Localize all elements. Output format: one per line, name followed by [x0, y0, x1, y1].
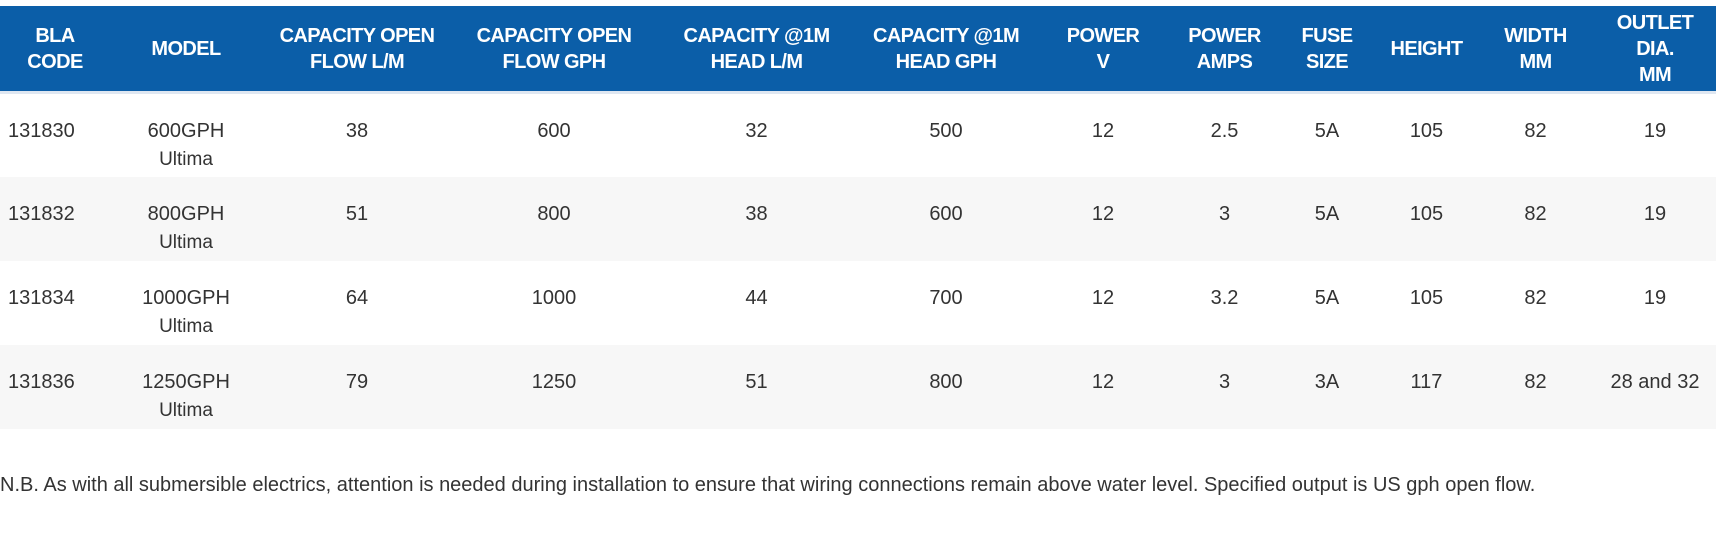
table-body: 131830 600GPH Ultima 38 600 32 500 12 2.5 5A 105 82…	[0, 93, 1716, 429]
cell: 3	[1171, 176, 1278, 261]
cell: 3	[1171, 344, 1278, 429]
header-text: HEAD GPH	[895, 50, 997, 73]
cell: 117	[1376, 344, 1477, 429]
cell: 82	[1524, 120, 1547, 142]
cell: 3.2	[1210, 286, 1239, 309]
header-text: CAPACITY OPEN	[476, 24, 632, 47]
header-text: BLA	[35, 24, 75, 47]
cell: 82	[1477, 176, 1594, 261]
spec-table: BLA CODE MODEL CAPACITY OPEN FLOW L/M CAPACIT…	[0, 6, 1716, 429]
header-text: CAPACITY @1M	[872, 24, 1020, 47]
cell-text: 1000GPH	[142, 286, 230, 309]
cell: 1000	[531, 286, 577, 309]
header-text: SIZE	[1305, 50, 1349, 73]
cell: 105	[1376, 176, 1477, 261]
cell: 1000GPH Ultima	[110, 261, 262, 345]
cell: 105	[1409, 120, 1444, 142]
cell: 12	[1035, 176, 1171, 261]
header-row: BLA CODE MODEL CAPACITY OPEN FLOW L/M CAPACIT…	[0, 6, 1716, 94]
cell: 38	[656, 176, 857, 261]
header-cell: CAPACITY OPEN FLOW GPH	[452, 6, 656, 94]
cell-text: 1250GPH	[142, 370, 230, 393]
cell: 28 and 32	[1594, 344, 1716, 429]
header-cell: BLA CODE	[0, 6, 110, 94]
cell: 131834	[8, 286, 75, 309]
cell: 5A	[1278, 176, 1376, 261]
cell: 800GPH Ultima	[110, 176, 262, 261]
cell-text: Ultima	[159, 231, 213, 253]
table-row: 131830 600GPH Ultima 38 600 32 500 12 2.5 5A 105 82…	[0, 93, 1716, 177]
cell: 12	[1091, 286, 1115, 309]
note: N.B. As with all submersible electrics, …	[0, 474, 1536, 496]
cell: 19	[1594, 176, 1716, 261]
cell: 800	[452, 176, 656, 261]
cell: 44	[745, 286, 768, 309]
cell: 19	[1643, 286, 1667, 309]
cell: 5A	[1314, 120, 1340, 142]
cell: 2.5	[1210, 120, 1239, 142]
table-row: 131832 800GPH Ultima 51 800 38 600 12 3 5A 105 82 19	[0, 176, 1716, 261]
cell-text: Ultima	[159, 315, 213, 337]
header-text: FLOW L/M	[309, 50, 405, 73]
cell: 19	[1643, 120, 1667, 142]
header-cell: CAPACITY @1M HEAD L/M	[656, 6, 857, 94]
cell: 1250GPH Ultima	[110, 344, 262, 429]
cell-text: 600GPH	[147, 120, 225, 142]
cell: 38	[345, 120, 369, 142]
cell: 12	[1035, 344, 1171, 429]
cell: 3A	[1278, 344, 1376, 429]
cell: 131832	[0, 176, 110, 261]
cell: 32	[745, 120, 768, 142]
header-text: WIDTH	[1504, 24, 1567, 47]
header-cell: HEIGHT	[1376, 6, 1477, 94]
header-text: AMPS	[1196, 50, 1253, 73]
cell: 600	[537, 120, 571, 142]
header-text: V	[1096, 50, 1110, 73]
header-text: CAPACITY @1M	[683, 24, 830, 47]
header-text: MM	[1638, 63, 1672, 86]
cell: 800	[857, 344, 1035, 429]
cell: 51	[656, 344, 857, 429]
header-text: POWER	[1188, 24, 1261, 47]
cell: 500	[929, 120, 963, 142]
cell: 64	[345, 286, 369, 309]
cell-text: Ultima	[159, 149, 213, 170]
cell: 1250	[452, 344, 656, 429]
cell: 700	[929, 286, 963, 309]
header-text: HEAD L/M	[710, 50, 803, 73]
header-text: CODE	[27, 50, 83, 73]
header-text: FLOW GPH	[502, 50, 607, 73]
header-text: MODEL	[151, 37, 221, 60]
cell: 82	[1477, 344, 1594, 429]
cell: 12	[1091, 120, 1115, 142]
header-cell: WIDTH MM	[1477, 6, 1594, 94]
header-cell: MODEL	[110, 6, 262, 94]
header-cell: POWER V	[1035, 6, 1171, 94]
header-text: OUTLET DIA.	[1616, 11, 1694, 60]
cell-text: 800GPH	[147, 202, 225, 225]
cell: 600	[857, 176, 1035, 261]
header-text: HEIGHT	[1390, 37, 1464, 60]
table-row: 131834 1000GPH Ultima 64 1000 44 700 12 3.2 5A 105…	[0, 261, 1716, 345]
header-text: FUSE	[1301, 24, 1354, 47]
header-text: MM	[1519, 50, 1552, 73]
cell: 5A	[1314, 286, 1340, 309]
table-row: 131836 1250GPH Ultima 79 1250 51 800 12 3 3A 117 82…	[0, 344, 1716, 429]
cell: 82	[1524, 286, 1547, 309]
header-cell: CAPACITY OPEN FLOW L/M	[262, 6, 452, 94]
header-cell: FUSE SIZE	[1278, 6, 1376, 94]
cell-text: Ultima	[159, 399, 213, 421]
header-cell: OUTLET DIA. MM	[1594, 6, 1716, 94]
cell: 51	[262, 176, 452, 261]
header-text: CAPACITY OPEN	[279, 24, 435, 47]
cell: 131836	[0, 344, 110, 429]
cell: 131830	[8, 120, 75, 142]
cell: 105	[1409, 286, 1444, 309]
cell: 79	[262, 344, 452, 429]
header-cell: CAPACITY @1M HEAD GPH	[857, 6, 1035, 94]
header-text: POWER	[1066, 24, 1140, 47]
header-cell: POWER AMPS	[1171, 6, 1278, 94]
cell: 600GPH Ultima	[110, 93, 262, 177]
